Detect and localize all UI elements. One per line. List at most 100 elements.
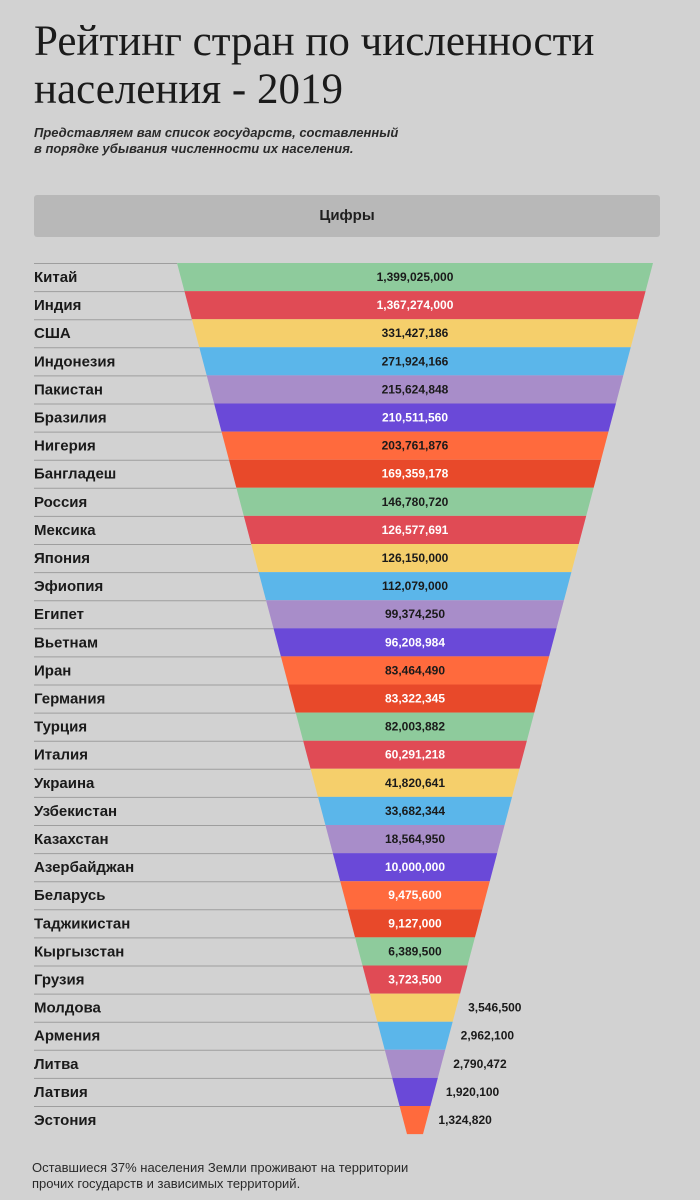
funnel-bar (384, 1049, 446, 1078)
funnel-bar (340, 881, 490, 910)
value-label: 1,367,274,000 (377, 298, 454, 312)
value-label: 1,399,025,000 (377, 270, 454, 284)
value-label: 9,127,000 (388, 916, 442, 930)
value-label: 112,079,000 (382, 579, 448, 593)
country-label: Кыргызстан (34, 943, 124, 960)
funnel-bar (288, 684, 542, 713)
country-label: Китай (34, 269, 77, 286)
country-label: Япония (34, 550, 90, 567)
funnel-bar (295, 712, 535, 741)
country-label: Индия (34, 297, 81, 314)
country-label: Германия (34, 691, 105, 708)
country-label: Азербайджан (34, 859, 134, 876)
country-label: Таджикистан (34, 915, 130, 932)
funnel-bar (317, 796, 513, 825)
funnel-bar (369, 993, 461, 1022)
country-label: Грузия (34, 972, 84, 989)
value-label: 41,820,641 (385, 776, 445, 790)
funnel-bar (273, 628, 557, 657)
funnel-bar (347, 909, 483, 938)
chart-title-line-2: населения - 2019 (34, 66, 343, 113)
value-label: 203,761,876 (382, 439, 449, 453)
value-label: 6,389,500 (388, 944, 442, 958)
value-label: 99,374,250 (385, 607, 445, 621)
value-label: 331,427,186 (382, 326, 449, 340)
funnel-bar (280, 656, 550, 685)
value-label: 2,790,472 (453, 1057, 507, 1071)
footnote: Оставшиеся 37% населения Земли проживают… (32, 1160, 552, 1192)
value-label: 60,291,218 (385, 748, 445, 762)
value-label: 126,150,000 (382, 551, 449, 565)
value-label: 215,624,848 (382, 382, 449, 396)
value-label: 169,359,178 (382, 467, 449, 481)
chart-subtitle-line-2: в порядке убывания численности их населе… (34, 141, 354, 156)
population-funnel-chart: Китай 1,399,025,000 Индия 1,367,274,000 США 3… (34, 263, 653, 1135)
value-label: 82,003,882 (385, 720, 445, 734)
country-label: Молдова (34, 1000, 102, 1017)
funnel-bar (332, 853, 498, 882)
value-label: 1,920,100 (446, 1085, 500, 1099)
country-label: Турция (34, 719, 87, 736)
column-header-bar: Цифры (34, 195, 660, 237)
value-label: 146,780,720 (382, 495, 449, 509)
funnel-bar (214, 403, 616, 432)
country-label: Иран (34, 662, 71, 679)
country-label: Нигерия (34, 438, 96, 455)
funnel-bar (310, 768, 520, 797)
value-label: 3,546,500 (468, 1001, 522, 1015)
country-label: Казахстан (34, 831, 109, 848)
value-label: 1,324,820 (438, 1113, 492, 1127)
funnel-bar (199, 347, 631, 376)
country-label: Бразилия (34, 410, 107, 427)
funnel-bar (362, 965, 468, 994)
value-label: 9,475,600 (388, 888, 442, 902)
chart-subtitle: Представляем вам список государств, сост… (34, 125, 454, 157)
value-label: 210,511,560 (382, 411, 448, 425)
value-label: 96,208,984 (385, 635, 445, 649)
country-label: США (34, 325, 71, 342)
value-label: 271,924,166 (382, 354, 449, 368)
funnel-bar (377, 1021, 453, 1050)
country-label: Пакистан (34, 381, 103, 398)
country-label: Бангладеш (34, 466, 116, 483)
funnel-bar (191, 319, 639, 348)
funnel-bar (303, 740, 527, 769)
country-label: Беларусь (34, 887, 106, 904)
funnel-bar (325, 825, 505, 854)
value-label: 83,464,490 (385, 663, 445, 677)
funnel-bar (399, 1106, 431, 1135)
country-label: Узбекистан (34, 803, 117, 820)
country-label: Украина (34, 775, 95, 792)
country-label: Мексика (34, 522, 96, 539)
funnel-bar (177, 263, 653, 292)
funnel-bar (251, 544, 579, 573)
funnel-bar (355, 937, 475, 966)
country-label: Литва (34, 1056, 79, 1073)
country-label: Россия (34, 494, 87, 511)
country-label: Армения (34, 1028, 100, 1045)
funnel-bar (392, 1077, 438, 1106)
funnel-bar (206, 375, 624, 404)
chart-subtitle-line-1: Представляем вам список государств, сост… (34, 125, 399, 140)
funnel-bar (236, 487, 594, 516)
country-label: Вьетнам (34, 634, 98, 651)
funnel-bar (243, 515, 587, 544)
column-header-label: Цифры (319, 207, 375, 224)
country-label: Италия (34, 747, 88, 764)
country-label: Эфиопия (34, 578, 103, 595)
funnel-bar (221, 431, 609, 460)
chart-title-line-1: Рейтинг стран по численности (34, 18, 595, 65)
country-label: Эстония (34, 1112, 96, 1129)
funnel-bar (258, 572, 572, 601)
chart-title: Рейтинг стран по численности населения -… (34, 18, 684, 114)
value-label: 18,564,950 (385, 832, 445, 846)
country-label: Латвия (34, 1084, 88, 1101)
funnel-bar (228, 459, 602, 488)
funnel-bar (184, 291, 646, 320)
value-label: 10,000,000 (385, 860, 445, 874)
value-label: 33,682,344 (385, 804, 445, 818)
value-label: 83,322,345 (385, 692, 445, 706)
footnote-line-2: прочих государств и зависимых территорий… (32, 1176, 301, 1191)
country-label: Египет (34, 606, 84, 623)
value-label: 3,723,500 (388, 973, 442, 987)
